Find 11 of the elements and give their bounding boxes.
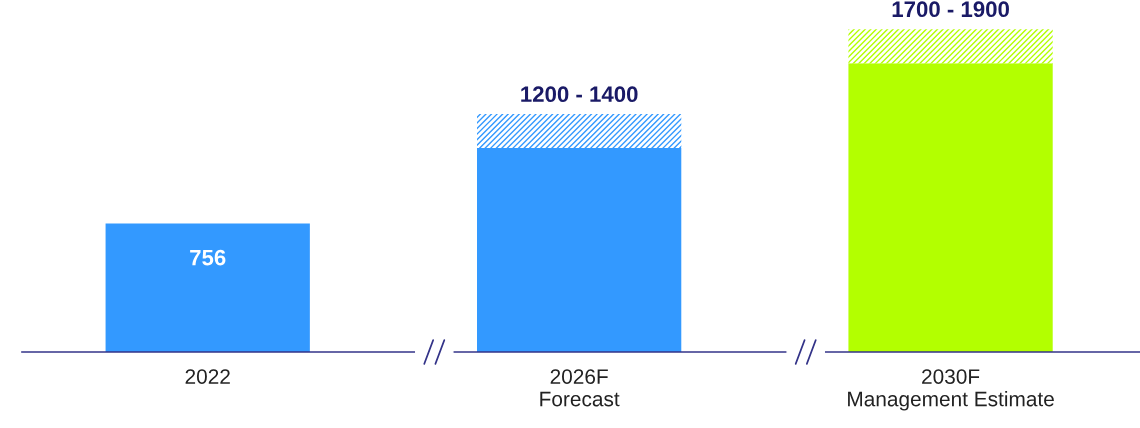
total-label: 1200 - 1400 bbox=[521, 86, 638, 103]
bar bbox=[848, 29, 1053, 64]
data-label: 756 bbox=[190, 249, 226, 266]
bar bbox=[105, 223, 310, 352]
total-label: 1700 - 1900 bbox=[892, 1, 1009, 18]
x-tick-label: 2026F Forecast bbox=[540, 369, 620, 407]
bar bbox=[848, 63, 1053, 352]
x-tick-label: 2030F Management Estimate bbox=[848, 369, 1054, 411]
bar bbox=[477, 114, 682, 149]
bar bbox=[477, 148, 682, 352]
x-tick-label: 2022 bbox=[185, 369, 230, 384]
